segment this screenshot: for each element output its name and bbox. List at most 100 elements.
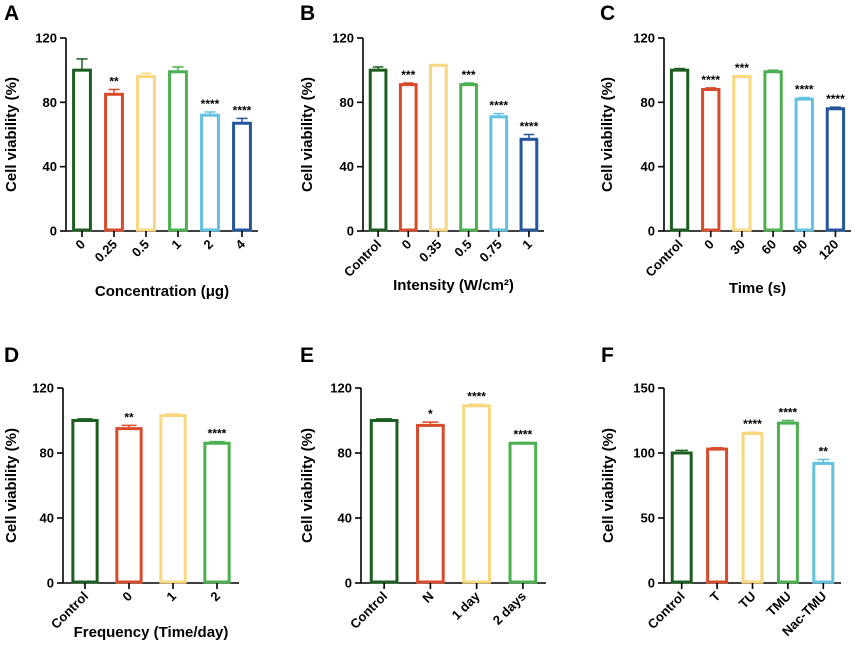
- x-axis-title: Concentration (μg): [95, 283, 229, 300]
- x-tick-label: T: [707, 588, 723, 604]
- y-tick-label: 150: [633, 381, 655, 396]
- significance-label: ****: [743, 417, 762, 431]
- y-tick-label: 80: [641, 95, 655, 110]
- x-tick-label: TU: [736, 589, 759, 612]
- x-axis-title: Intensity (W/cm²): [393, 277, 514, 294]
- y-tick-label: 40: [43, 159, 57, 174]
- x-tick-label: 2: [207, 589, 223, 605]
- x-tick-label: 0: [701, 237, 717, 253]
- y-tick-label: 80: [338, 446, 352, 461]
- x-tick-label: 0: [72, 237, 88, 253]
- y-tick-label: 80: [340, 95, 354, 110]
- y-axis-title: Cell viability (%): [599, 77, 616, 192]
- bar-90: [794, 97, 814, 232]
- bar-0-5: [459, 83, 478, 232]
- panel-letter-d: D: [4, 344, 19, 367]
- significance-label: ****: [779, 406, 798, 420]
- significance-label: ****: [701, 73, 720, 87]
- x-tick-label: 0: [119, 589, 135, 605]
- y-tick-label: 80: [43, 95, 57, 110]
- significance-label: ****: [520, 120, 539, 134]
- bar-0: [115, 427, 143, 584]
- y-axis-title: Cell viability (%): [299, 428, 316, 543]
- x-tick-label: N: [419, 589, 436, 606]
- y-tick-label: 50: [641, 511, 655, 526]
- significance-label: ****: [795, 83, 814, 97]
- bar-120: [825, 107, 846, 232]
- bar-1: [168, 70, 188, 232]
- y-tick-label: 80: [40, 446, 54, 461]
- bar-2-days: [508, 441, 538, 584]
- bar-control: [669, 68, 690, 232]
- x-tick-label: 60: [758, 237, 779, 258]
- x-tick-label: 0: [399, 237, 415, 253]
- bar-0-5: [136, 75, 156, 232]
- y-tick-label: 100: [633, 446, 655, 461]
- y-tick-label: 120: [32, 381, 54, 396]
- x-tick-label: 0.5: [451, 237, 474, 260]
- x-tick-label: 4: [232, 236, 248, 252]
- significance-label: ****: [826, 92, 845, 106]
- y-tick-label: 0: [648, 224, 655, 239]
- x-axis-title: Time (s): [729, 280, 786, 297]
- x-tick-label: TMU: [763, 589, 794, 620]
- y-tick-label: 40: [340, 159, 354, 174]
- x-tick-label: 2: [200, 237, 216, 253]
- bar-60: [763, 70, 783, 232]
- bar-n: [416, 423, 445, 584]
- significance-label: ****: [489, 99, 508, 113]
- bar-nac-tmu: [812, 461, 835, 584]
- x-tick-label: 1: [163, 589, 179, 605]
- significance-label: **: [819, 445, 829, 459]
- y-axis-title: Cell viability (%): [3, 428, 20, 543]
- y-tick-label: 120: [332, 31, 354, 46]
- y-axis-title: Cell viability (%): [3, 77, 20, 192]
- bar-control: [670, 451, 693, 584]
- significance-label: ****: [201, 97, 220, 111]
- significance-label: ***: [401, 68, 415, 82]
- y-axis-title: Cell viability (%): [299, 77, 316, 192]
- x-tick-label: 0.5: [129, 237, 152, 260]
- x-tick-label: 1: [168, 237, 184, 253]
- y-axis-title: Cell viability (%): [600, 428, 617, 543]
- panel-letter-f: F: [601, 344, 614, 367]
- bar-tu: [741, 432, 764, 584]
- bar-control: [71, 419, 99, 584]
- significance-label: ****: [467, 389, 486, 403]
- x-axis-title: Frequency (Time/day): [74, 624, 229, 641]
- x-tick-label: 0.75: [476, 237, 505, 266]
- x-tick-label: 90: [790, 237, 811, 258]
- bar-2: [200, 113, 220, 232]
- y-tick-label: 120: [633, 31, 655, 46]
- y-tick-label: 0: [345, 576, 352, 591]
- y-tick-label: 40: [641, 159, 655, 174]
- x-tick-label: 0.35: [416, 237, 445, 266]
- x-tick-label: 0.25: [92, 237, 121, 266]
- y-tick-label: 0: [50, 224, 57, 239]
- y-tick-label: 40: [40, 511, 54, 526]
- significance-label: ****: [208, 427, 227, 441]
- bar-4: [232, 121, 252, 232]
- bar-0-75: [489, 115, 509, 232]
- x-tick-label: Control: [341, 237, 384, 280]
- x-tick-label: 120: [816, 237, 842, 263]
- panel-letter-e: E: [300, 344, 314, 367]
- bar-1: [159, 414, 187, 584]
- significance-label: ****: [514, 427, 533, 441]
- y-tick-label: 0: [47, 576, 54, 591]
- x-tick-label: Control: [645, 589, 688, 632]
- y-tick-label: 120: [35, 31, 57, 46]
- x-tick-label: 1: [519, 237, 535, 253]
- bar-0-35: [429, 63, 448, 232]
- bar-control: [369, 419, 399, 584]
- significance-label: ***: [462, 68, 476, 82]
- significance-label: **: [109, 74, 119, 88]
- bar-0: [398, 83, 418, 232]
- panel-letter-b: B: [300, 2, 315, 25]
- bar-control: [368, 68, 388, 232]
- bar-0: [701, 87, 721, 232]
- x-tick-label: Control: [347, 589, 390, 632]
- bar-1-day: [462, 404, 491, 584]
- significance-label: ***: [735, 61, 749, 75]
